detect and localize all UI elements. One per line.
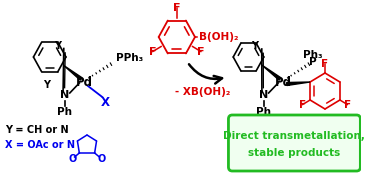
Text: X: X — [101, 95, 110, 108]
Text: Ph: Ph — [57, 107, 73, 117]
Text: B(OH)₂: B(OH)₂ — [199, 32, 238, 42]
Text: Ph: Ph — [256, 107, 271, 117]
Text: Y: Y — [43, 80, 50, 90]
Text: O: O — [97, 154, 105, 164]
Text: Y: Y — [54, 41, 60, 51]
Text: N: N — [259, 90, 268, 100]
Text: Y: Y — [252, 41, 259, 51]
Text: F: F — [149, 46, 156, 56]
Text: P: P — [309, 57, 316, 67]
FancyBboxPatch shape — [228, 115, 360, 171]
Text: - XB(OH)₂: - XB(OH)₂ — [175, 87, 230, 97]
Text: F: F — [344, 100, 351, 110]
Text: F: F — [197, 46, 204, 56]
Text: Pd: Pd — [274, 75, 291, 88]
Text: N: N — [60, 90, 70, 100]
Text: X = OAc or N: X = OAc or N — [5, 140, 75, 150]
Polygon shape — [287, 82, 310, 85]
Text: PPh₃: PPh₃ — [116, 53, 143, 63]
Text: Ph₃: Ph₃ — [303, 50, 322, 60]
Polygon shape — [64, 65, 82, 80]
Text: stable products: stable products — [248, 148, 341, 158]
Text: Direct transmetallation,: Direct transmetallation, — [223, 131, 366, 141]
Text: F: F — [299, 100, 306, 110]
Text: F: F — [173, 3, 181, 13]
Text: O: O — [68, 154, 77, 164]
Text: Pd: Pd — [76, 75, 93, 88]
Text: Y = CH or N: Y = CH or N — [5, 125, 68, 135]
Polygon shape — [262, 65, 281, 80]
Text: F: F — [321, 59, 328, 69]
